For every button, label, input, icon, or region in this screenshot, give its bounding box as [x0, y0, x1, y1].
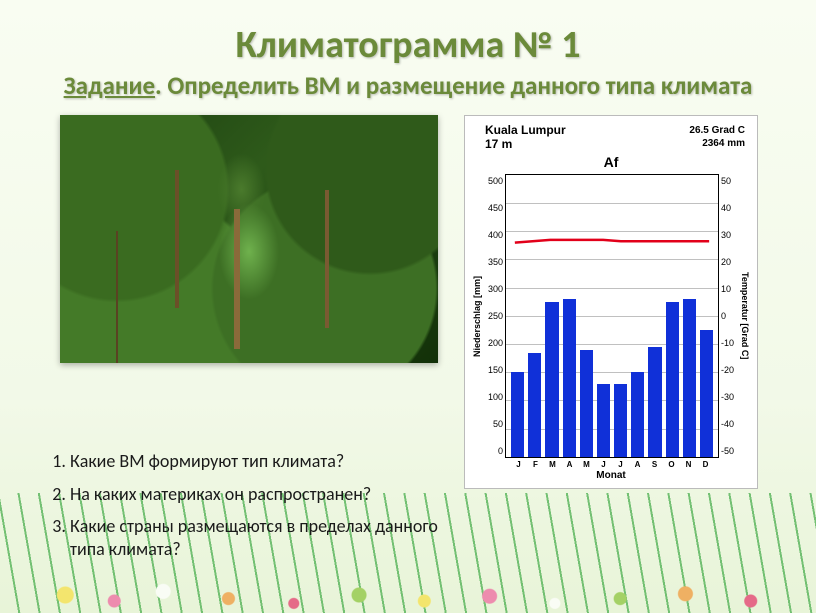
- temp-polyline: [515, 240, 709, 243]
- chart-location: Kuala Lumpur 17 m: [485, 124, 566, 152]
- rainforest-photo: [60, 115, 438, 363]
- chart-header: Kuala Lumpur 17 m 26.5 Grad C 2364 mm: [471, 122, 751, 152]
- month-tick: D: [697, 460, 714, 469]
- question-item: На каких материках он распространен?: [70, 483, 462, 506]
- month-tick: S: [646, 460, 663, 469]
- month-tick: A: [629, 460, 646, 469]
- title-main: Климатограмма № 1: [0, 22, 816, 68]
- month-tick: O: [663, 460, 680, 469]
- content-row: Kuala Lumpur 17 m 26.5 Grad C 2364 mm Af…: [0, 115, 816, 489]
- y-left-tick: 450: [488, 203, 503, 213]
- y-right-tick: 40: [721, 203, 731, 213]
- y-left-tick: 50: [493, 419, 503, 429]
- month-tick: M: [578, 460, 595, 469]
- question-item: Какие ВМ формируют тип климата?: [70, 450, 462, 473]
- title-block: Климатограмма № 1 Задание. Определить ВМ…: [0, 0, 816, 101]
- y-left-tick: 500: [488, 176, 503, 186]
- y-left-tick: 350: [488, 257, 503, 267]
- month-tick: J: [595, 460, 612, 469]
- y-right-tick: -30: [721, 392, 734, 402]
- subtitle: Задание. Определить ВМ и размещение данн…: [0, 70, 816, 101]
- chart-annual-precip: 2364 mm: [689, 137, 745, 150]
- y-left-tick: 0: [498, 446, 503, 456]
- y-right-tick: 10: [721, 284, 731, 294]
- task-label: Задание: [64, 70, 155, 101]
- month-tick: A: [561, 460, 578, 469]
- y-right-tick: -40: [721, 419, 734, 429]
- month-tick: J: [510, 460, 527, 469]
- chart-elevation: 17 m: [485, 138, 566, 152]
- y-right-tick: -50: [721, 446, 734, 456]
- plot-wrap: Niederschlag [mm] 5004504003503002502001…: [471, 174, 751, 458]
- x-axis-label: Monat: [471, 470, 751, 481]
- y-right-tick: 0: [721, 311, 726, 321]
- questions-block: Какие ВМ формируют тип климата? На каких …: [42, 450, 462, 570]
- x-axis-months: JFMAMJJASOND: [506, 458, 718, 469]
- koppen-class: Af: [471, 154, 751, 170]
- month-tick: M: [544, 460, 561, 469]
- question-item: Какие страны размещаются в пределах данн…: [70, 515, 462, 560]
- y-right-tick: -10: [721, 338, 734, 348]
- y-right-tick: -20: [721, 365, 734, 375]
- y-right-tick: 20: [721, 257, 731, 267]
- chart-location-name: Kuala Lumpur: [485, 124, 566, 138]
- rainforest-photo-fill: [60, 115, 438, 363]
- temperature-line: [506, 175, 718, 457]
- y-left-tick: 300: [488, 284, 503, 294]
- questions-list: Какие ВМ формируют тип климата? На каких …: [42, 450, 462, 560]
- y-axis-left-label: Niederschlag [mm]: [471, 174, 483, 458]
- task-text: . Определить ВМ и размещение данного тип…: [155, 70, 752, 101]
- y-right-tick: 50: [721, 176, 731, 186]
- month-tick: J: [612, 460, 629, 469]
- y-left-tick: 100: [488, 392, 503, 402]
- month-tick: N: [680, 460, 697, 469]
- y-left-tick: 150: [488, 365, 503, 375]
- y-left-tick: 200: [488, 338, 503, 348]
- climograph: Kuala Lumpur 17 m 26.5 Grad C 2364 mm Af…: [464, 115, 758, 489]
- y-axis-left-ticks: 500450400350300250200150100500: [483, 174, 505, 458]
- y-axis-right-label: Temperatur [Grad C]: [739, 174, 751, 458]
- y-left-tick: 250: [488, 311, 503, 321]
- plot-area: [505, 174, 719, 458]
- y-right-tick: 30: [721, 230, 731, 240]
- chart-summary: 26.5 Grad C 2364 mm: [689, 124, 745, 152]
- y-axis-right-ticks: 50 40 30 20 10 0 -10 -20 -30 -40 -50: [719, 174, 739, 458]
- chart-avg-temp: 26.5 Grad C: [689, 124, 745, 137]
- y-left-tick: 400: [488, 230, 503, 240]
- month-tick: F: [527, 460, 544, 469]
